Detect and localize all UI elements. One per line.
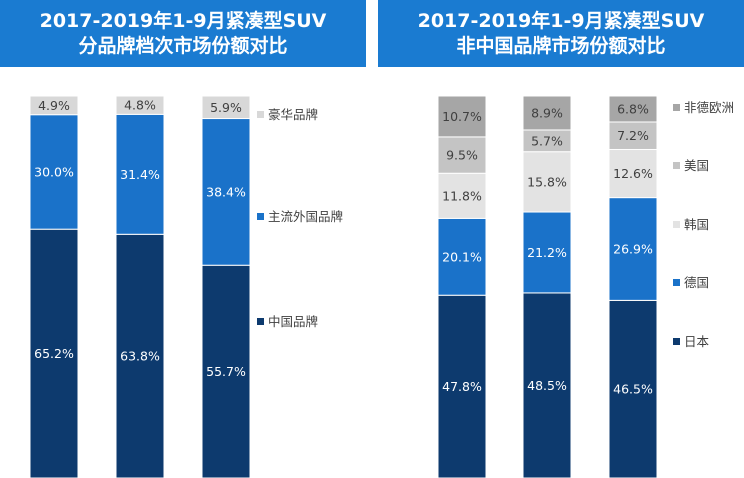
right-data-label: 20.1% [442,249,482,264]
left-data-label: 31.4% [120,167,160,182]
right-legend-swatch-4 [673,162,680,169]
right-bar-3-segment-1 [608,299,658,478]
left-bar-1-segment-2 [29,114,79,230]
right-legend-swatch-5 [673,104,680,111]
left-legend-label-3: 豪华品牌 [268,107,318,122]
right-data-label: 7.2% [617,128,649,143]
right-chart-title: 2017-2019年1-9月紧凑型SUV 非中国品牌市场份额对比 [378,0,744,67]
right-bar-2-segment-3 [522,151,572,213]
left-legend-swatch-2 [257,213,264,220]
right-legend-label-2: 德国 [684,275,709,290]
right-legend-label-4: 美国 [684,158,709,173]
right-data-label: 15.8% [527,174,567,189]
right-legend-label-3: 韩国 [684,217,709,232]
left-bar-2-segment-3 [115,95,165,115]
right-bar-3-segment-2 [608,197,658,301]
left-data-label: 63.8% [120,349,160,364]
left-bar-3-segment-3 [201,95,251,120]
brand-tier-share-chart: 65.2% 30.0% 4.9% 63.8% 31.4% 4.8% 55.7% 38.4% 5.… [29,95,343,478]
right-data-label: 21.2% [527,245,567,260]
left-bar-2-segment-1 [115,233,165,478]
right-data-label: 11.8% [442,188,482,203]
right-legend-label-1: 日本 [684,334,710,349]
right-data-label: 48.5% [527,378,567,393]
right-title-line-2: 非中国品牌市场份额对比 [456,34,666,57]
left-title-line-1: 2017-2019年1-9月紧凑型SUV [39,9,327,32]
left-data-label: 38.4% [206,184,246,199]
right-bar-1-segment-3 [437,172,487,219]
left-legend-label-2: 主流外国品牌 [268,209,343,224]
right-data-label: 5.7% [531,133,563,148]
right-data-label: 9.5% [446,148,478,163]
left-data-label: 5.9% [210,100,242,115]
left-bar-2-segment-2 [115,113,165,235]
right-bar-3-segment-5 [608,95,658,123]
left-data-label: 30.0% [34,164,74,179]
right-legend-swatch-3 [673,221,680,228]
right-data-label: 46.5% [613,382,653,397]
right-legend-label-5: 非德欧洲 [684,100,734,115]
right-bar-2-segment-1 [522,292,572,478]
left-legend-swatch-1 [257,318,264,325]
right-data-label: 26.9% [613,241,653,256]
left-data-label: 4.8% [124,98,156,113]
right-data-label: 10.7% [442,109,482,124]
right-bar-1-segment-5 [437,95,487,138]
right-legend-swatch-2 [673,279,680,286]
right-data-label: 12.6% [613,166,653,181]
right-bar-1-segment-2 [437,217,487,296]
right-bar-2-segment-5 [522,95,572,131]
left-bar-3-segment-1 [201,264,251,478]
right-data-label: 8.9% [531,105,563,120]
right-data-label: 6.8% [617,101,649,116]
non-chinese-brand-share-chart: 47.8% 20.1% 11.8% 9.5% 10.7% 48.5% 21.2% 15.8% 5… [437,95,734,478]
right-legend-swatch-1 [673,338,680,345]
left-bar-1-segment-1 [29,228,79,478]
left-bar-1-segment-3 [29,95,79,116]
right-data-label: 47.8% [442,379,482,394]
left-legend-label-1: 中国品牌 [268,314,318,329]
left-title-line-2: 分品牌档次市场份额对比 [78,34,288,57]
right-bar-2-segment-2 [522,211,572,294]
left-data-label: 65.2% [34,346,74,361]
left-legend-swatch-3 [257,111,264,118]
left-data-label: 55.7% [206,364,246,379]
right-title-line-1: 2017-2019年1-9月紧凑型SUV [417,9,705,32]
left-data-label: 4.9% [38,98,70,113]
left-chart-title: 2017-2019年1-9月紧凑型SUV 分品牌档次市场份额对比 [0,0,366,67]
